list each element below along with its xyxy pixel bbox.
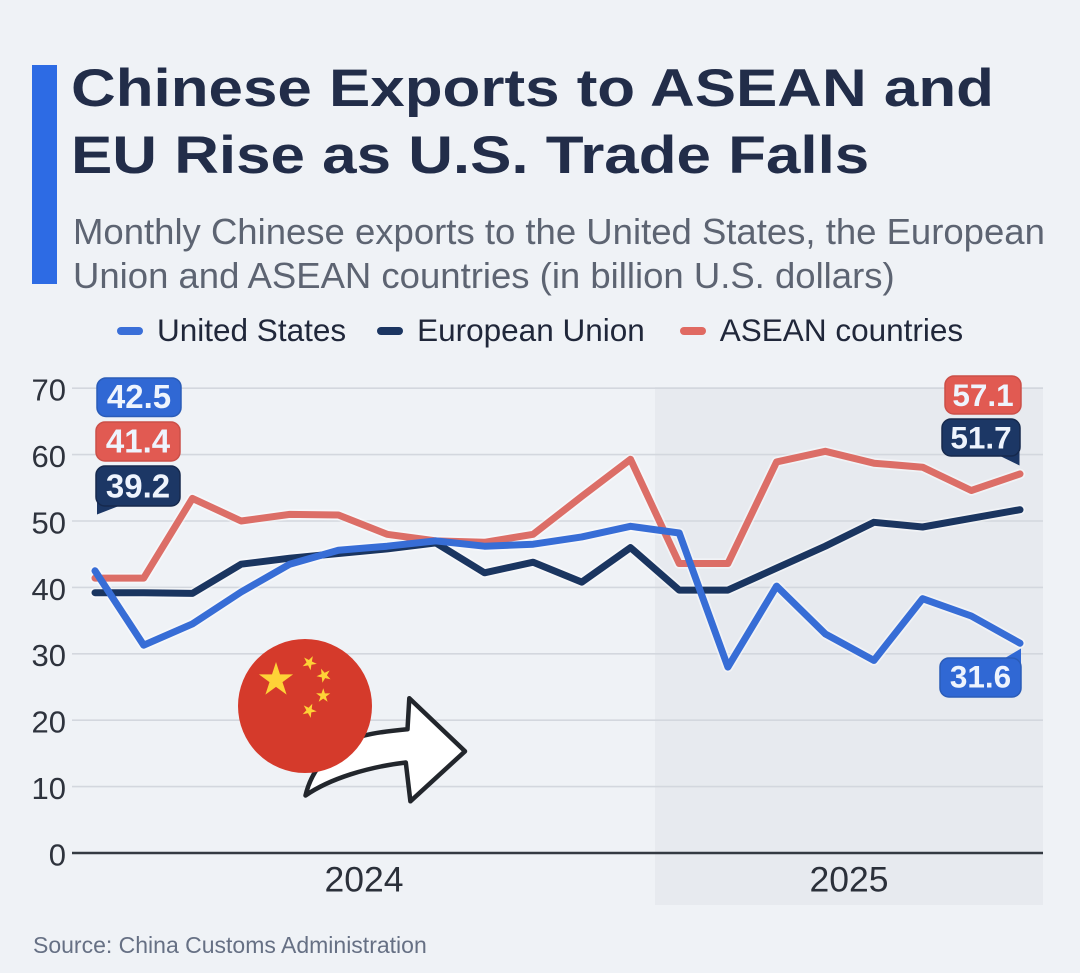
svg-text:10: 10 xyxy=(32,771,66,806)
svg-text:2025: 2025 xyxy=(810,860,889,900)
svg-text:57.1: 57.1 xyxy=(952,377,1013,413)
svg-text:42.5: 42.5 xyxy=(107,378,171,415)
svg-text:39.2: 39.2 xyxy=(106,468,170,505)
svg-text:2024: 2024 xyxy=(325,860,404,900)
svg-text:40: 40 xyxy=(32,572,66,607)
svg-text:20: 20 xyxy=(32,705,66,740)
svg-text:60: 60 xyxy=(32,439,66,474)
svg-text:50: 50 xyxy=(32,505,66,540)
svg-text:51.7: 51.7 xyxy=(950,420,1011,456)
svg-text:70: 70 xyxy=(32,373,66,408)
svg-text:30: 30 xyxy=(32,638,66,673)
svg-text:0: 0 xyxy=(49,837,66,872)
svg-text:41.4: 41.4 xyxy=(106,423,171,460)
svg-text:31.6: 31.6 xyxy=(950,659,1011,695)
